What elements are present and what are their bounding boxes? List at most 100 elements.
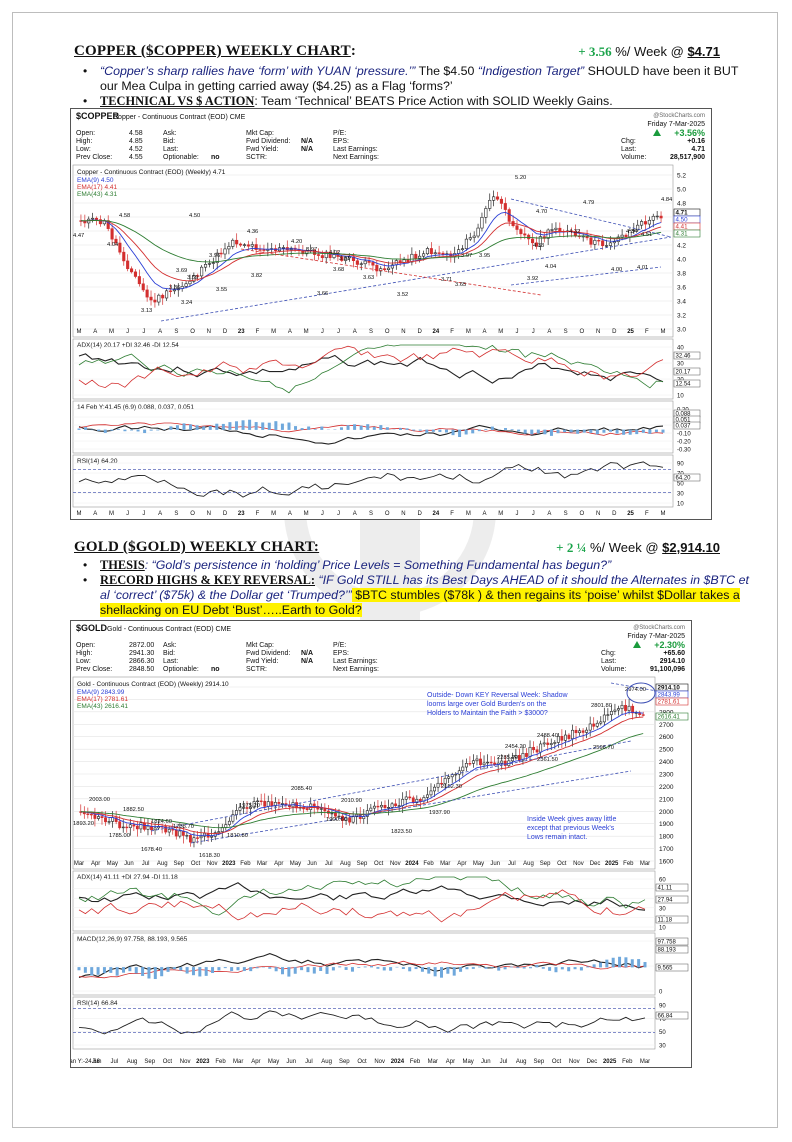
- bottom-month-label: J: [321, 511, 324, 517]
- macd-histogram-bar: [254, 422, 258, 430]
- macd-histogram-bar: [641, 429, 645, 433]
- candle-body: [270, 801, 274, 807]
- month-label: Nov: [207, 861, 218, 867]
- candle-body: [97, 816, 100, 819]
- macd-histogram-bar: [605, 959, 609, 968]
- info-value: 91,100,096: [650, 666, 685, 673]
- rsi-line: [78, 461, 664, 498]
- macd-histogram-bar: [586, 966, 590, 968]
- candle-body: [415, 799, 419, 803]
- macd-histogram-bar: [624, 957, 628, 968]
- candle-body: [98, 219, 102, 225]
- price-axis-label: 4.2: [677, 243, 686, 250]
- month-label: May: [290, 861, 301, 867]
- candle-body: [476, 227, 480, 237]
- candle-body: [172, 289, 176, 292]
- candle-body: [386, 267, 391, 270]
- candle-body: [510, 756, 514, 762]
- price-axis-label: 4.8: [677, 201, 686, 208]
- bottom-month-label: Nov: [569, 1059, 580, 1065]
- macd-histogram-bar: [497, 967, 501, 971]
- bottom-month-label: D: [417, 511, 422, 517]
- macd-histogram-bar: [465, 967, 469, 970]
- month-label: J: [142, 329, 145, 335]
- macd-histogram-bar: [312, 967, 316, 974]
- chart-description: Gold - Continuous Contract (EOD) CME: [107, 626, 231, 633]
- macd-histogram-bar: [344, 967, 348, 970]
- bottom-month-label: M: [271, 511, 276, 517]
- macd-histogram-bar: [382, 967, 386, 971]
- macd-histogram-bar: [241, 420, 245, 430]
- price-label: 4.34: [626, 229, 638, 235]
- inside-week-note: Inside Week gives away little: [527, 816, 616, 823]
- price-label: 1785.00: [109, 833, 130, 839]
- macd-histogram-bar: [294, 426, 298, 430]
- adx-tag: 32.46: [676, 354, 692, 360]
- candle-body: [592, 723, 596, 727]
- macd-histogram-bar: [372, 426, 376, 430]
- bottom-month-label: Oct: [163, 1059, 173, 1065]
- price-label: 3.36: [169, 285, 180, 291]
- price-label: 1900.60: [326, 817, 347, 823]
- candle-body: [556, 736, 560, 743]
- candle-body: [227, 246, 231, 250]
- macd-histogram-bar: [589, 429, 593, 433]
- price-label: 1678.40: [141, 847, 162, 853]
- candle-body: [528, 746, 532, 757]
- candle-body: [472, 235, 476, 238]
- info-label: Ask:: [163, 130, 177, 137]
- price-tag-box: [655, 712, 689, 721]
- candle-body: [161, 294, 165, 299]
- candle-body: [447, 776, 451, 779]
- candle-body: [486, 761, 490, 764]
- candle-body: [235, 239, 239, 245]
- bottom-month-label: Jul: [500, 1059, 508, 1065]
- macd-histogram-bar: [175, 425, 179, 430]
- candle-body: [620, 704, 624, 709]
- month-label: Sep: [540, 861, 551, 867]
- candle-body: [525, 753, 528, 757]
- macd-histogram-bar: [412, 429, 416, 431]
- bottom-month-label: Sep: [534, 1059, 545, 1065]
- candle-body: [168, 290, 173, 292]
- candle-body: [585, 729, 589, 733]
- macd-histogram-bar: [451, 429, 455, 436]
- adx-tag-box: [655, 915, 689, 924]
- macd-histogram-bar: [420, 967, 424, 972]
- reversal-note: Holders to Maintain the Faith > $3000?: [427, 710, 548, 717]
- candle-body: [184, 283, 188, 287]
- rsi-panel: [72, 454, 674, 508]
- macd-histogram-bar: [471, 967, 475, 969]
- candle-body: [641, 714, 645, 716]
- gold-change: + 2 ¼: [556, 540, 587, 555]
- candle-body: [114, 238, 118, 244]
- macd-label: 14 Feb Y:41.45 (6.9) 0.088, 0.037, 0.051: [77, 404, 194, 411]
- bottom-month-label: Mar: [428, 1059, 438, 1065]
- candle-body: [549, 743, 553, 745]
- macd-histogram-bar: [149, 429, 153, 431]
- ema17-legend: EMA(17) 4.41: [77, 184, 117, 191]
- price-label: 4.04: [107, 242, 119, 248]
- gold-weekly-change: + 2 ¼ %/ Week @ $2,914.10: [556, 540, 720, 555]
- month-label: A: [483, 329, 487, 335]
- adx-label: ADX(14) 20.17 +DI 32.46 -DI 12.54: [77, 342, 179, 349]
- bottom-month-label: N: [401, 511, 405, 517]
- bottom-month-label: A: [288, 511, 292, 517]
- price-axis-label: 2000: [659, 809, 674, 816]
- macd-axis-label: 0: [659, 990, 663, 996]
- candle-body: [609, 711, 613, 716]
- price-label: 3.63: [363, 275, 374, 281]
- adx-line: [78, 889, 646, 923]
- candle-body: [567, 734, 571, 739]
- price-label: 2361.50: [537, 757, 558, 763]
- price-label: 1824.60: [151, 819, 172, 825]
- candle-body: [171, 829, 175, 831]
- macd-histogram-bar: [535, 964, 539, 968]
- macd-histogram-bar: [628, 429, 632, 435]
- candle-body: [493, 762, 497, 765]
- candle-body: [196, 837, 199, 839]
- price-axis-label: 5.2: [677, 173, 686, 180]
- candle-body: [404, 796, 408, 800]
- macd-histogram-bar: [249, 967, 253, 972]
